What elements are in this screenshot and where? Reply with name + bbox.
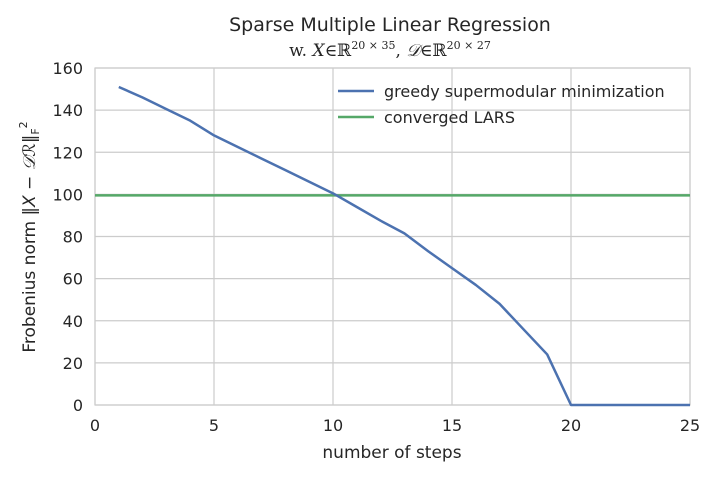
y-tick-label: 20 <box>63 354 83 373</box>
subtitle-prefix: w. <box>289 41 312 61</box>
y-tick-label: 0 <box>73 396 83 415</box>
legend-label-greedy: greedy supermodular minimization <box>384 82 665 101</box>
y-tick-label: 40 <box>63 312 83 331</box>
subtitle-in-symbol-2: ∈ <box>420 41 433 61</box>
legend: greedy supermodular minimization converg… <box>338 82 665 127</box>
x-tick-label: 0 <box>90 416 100 435</box>
subtitle-d-dims: 20 × 27 <box>447 39 491 52</box>
y-axis-label-sub: F <box>29 128 42 134</box>
subtitle-real-symbol: ℝ <box>337 41 352 61</box>
tick-labels: 0 5 10 15 20 25 0 20 40 60 80 100 120 140 160 <box>52 59 700 435</box>
plot-frame <box>94 67 691 406</box>
x-tick-label: 10 <box>323 416 343 435</box>
x-tick-label: 5 <box>209 416 219 435</box>
y-axis-label: Frobenius norm ‖X − 𝒟ℛ‖F2 <box>17 121 42 352</box>
legend-label-lars: converged LARS <box>384 108 515 127</box>
subtitle-real-symbol-2: ℝ <box>433 41 448 61</box>
y-tick-label: 80 <box>63 228 83 247</box>
y-tick-label: 120 <box>52 143 83 162</box>
subtitle-x-dims: 20 × 35 <box>351 39 395 52</box>
y-axis-label-sup: 2 <box>17 121 30 128</box>
y-axis-label-prefix: Frobenius norm <box>20 215 40 352</box>
subtitle-d-var: 𝒟 <box>406 41 423 61</box>
y-tick-label: 160 <box>52 59 83 78</box>
x-axis-label: number of steps <box>322 443 461 463</box>
y-axis-label-expression: ‖X − 𝒟ℛ‖ <box>20 135 40 216</box>
y-tick-label: 100 <box>52 185 83 204</box>
subtitle-separator: , <box>396 41 407 61</box>
chart-subtitle: w. X∈ℝ20 × 35, 𝒟∈ℝ20 × 27 <box>289 39 491 61</box>
x-tick-label: 15 <box>442 416 462 435</box>
series-group <box>95 85 690 407</box>
y-tick-label: 140 <box>52 101 83 120</box>
x-tick-label: 20 <box>561 416 581 435</box>
chart-title: Sparse Multiple Linear Regression <box>229 14 551 36</box>
y-tick-label: 60 <box>63 270 83 289</box>
series-line-greedy <box>118 85 690 407</box>
subtitle-in-symbol: ∈ <box>325 41 338 61</box>
x-tick-label: 25 <box>680 416 700 435</box>
subtitle-x-var: X <box>310 41 325 61</box>
